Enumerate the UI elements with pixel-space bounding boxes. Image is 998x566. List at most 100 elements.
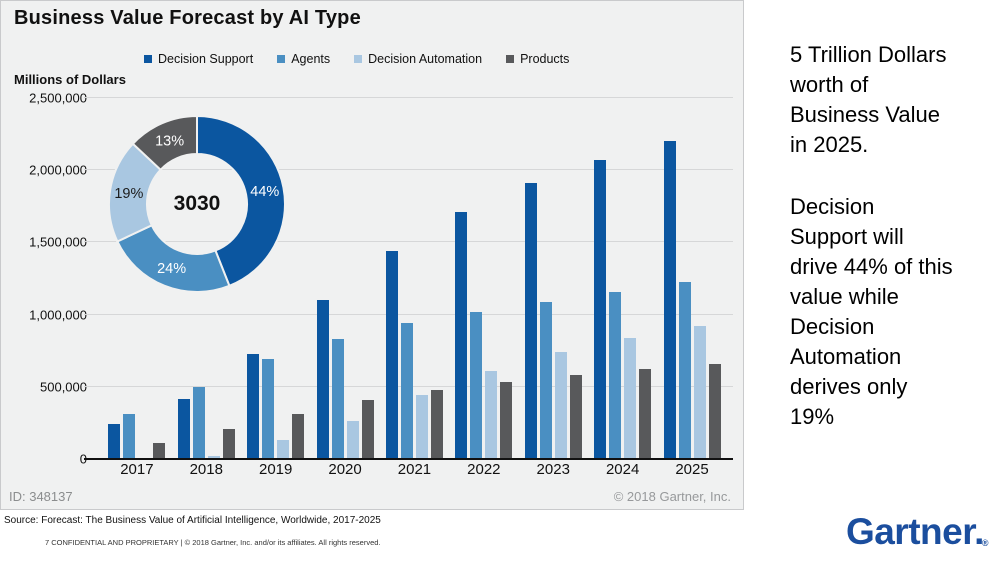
legend-label: Products (520, 52, 570, 66)
y-tick-label: 500,000 (40, 379, 87, 395)
source-line: Source: Forecast: The Business Value of … (4, 515, 381, 526)
bar-decision-support-2020 (316, 300, 329, 459)
bar-agents-2017 (123, 414, 136, 459)
gridline (84, 241, 733, 243)
bar-products-2020 (361, 400, 374, 459)
bar-products-2017 (153, 443, 166, 459)
bar-agents-2019 (262, 359, 275, 459)
bar-decision-support-2022 (455, 212, 468, 459)
donut-center-value: 3030 (173, 192, 221, 215)
bar-group-2021 (385, 98, 443, 459)
chart-title: Business Value Forecast by AI Type (14, 7, 361, 29)
y-tick-label: 0 (80, 452, 87, 467)
x-tick-label: 2021 (397, 461, 432, 478)
bar-group-2020 (316, 98, 374, 459)
y-tick-label: 2,500,000 (29, 90, 87, 106)
bar-decision-support-2024 (594, 160, 607, 459)
bar-decision-support-2018 (177, 399, 190, 459)
x-tick-label: 2023 (536, 461, 570, 478)
donut-slice-percent-label: 13% (155, 134, 184, 150)
registered-trademark-icon: ® (981, 538, 989, 548)
x-tick-label: 2018 (189, 461, 223, 478)
legend-item-decision-support: Decision Support (144, 52, 253, 66)
bar-agents-2021 (400, 323, 413, 459)
bar-products-2021 (430, 390, 443, 459)
donut-chart: 44% 24% 19% 13% (108, 114, 286, 293)
legend-swatch-icon (354, 55, 363, 63)
gridline (84, 169, 733, 171)
y-axis-tick-labels: 0 500,000 1,000,000 1,500,000 2,000,000 2,500… (1, 91, 87, 467)
y-tick-label: 1,000,000 (29, 307, 87, 323)
bar-decision-automation-2018 (207, 456, 220, 459)
bar-products-2025 (708, 364, 721, 459)
bar-agents-2022 (470, 312, 483, 459)
bar-agents-2023 (539, 302, 552, 459)
bar-agents-2020 (331, 339, 344, 459)
y-tick-label: 1,500,000 (29, 234, 87, 250)
bar-agents-2018 (192, 387, 205, 459)
key-takeaway-text: 5 Trillion Dollars worth of Business Val… (790, 40, 995, 432)
donut-slice-products (131, 114, 198, 172)
bar-decision-automation-2024 (624, 338, 637, 459)
x-axis-tick-labels: 2017 2018 2019 2020 2021 2022 2023 2024 2025 (96, 461, 733, 478)
x-tick-label: 2020 (328, 461, 362, 478)
x-tick-label: 2025 (675, 461, 709, 478)
bar-decision-support-2023 (524, 183, 537, 459)
bar-group-2022 (455, 98, 513, 459)
donut-chart-inset: 44% 24% 19% 13% 3030 (101, 108, 293, 300)
bar-decision-automation-2021 (415, 395, 428, 459)
bar-products-2018 (222, 429, 235, 459)
legend-item-products: Products (506, 52, 569, 66)
takeaway-paragraph-2: Decision Support will drive 44% of this … (790, 194, 953, 429)
x-tick-label: 2017 (120, 461, 154, 478)
donut-slice-decision-support (196, 114, 286, 288)
legend-swatch-icon (144, 55, 152, 63)
bar-group-2023 (524, 98, 582, 459)
legend-label: Agents (291, 52, 331, 66)
donut-slice-percent-label: 44% (250, 184, 279, 200)
bar-decision-automation-2022 (485, 371, 498, 459)
legend-item-decision-automation: Decision Automation (354, 52, 482, 66)
chart-legend: Decision Support Agents Decision Automatio… (144, 52, 569, 66)
y-axis-title: Millions of Dollars (14, 72, 126, 87)
y-tick-label: 2,000,000 (29, 162, 87, 178)
bar-group-2024 (594, 98, 652, 459)
bar-decision-automation-2019 (277, 440, 290, 459)
bar-decision-automation-2025 (693, 326, 706, 459)
bar-decision-automation-2023 (554, 352, 567, 459)
x-tick-label: 2019 (258, 461, 293, 478)
gartner-logo-text: Gartner. (845, 511, 984, 552)
gridline (84, 97, 733, 98)
chart-id-label: ID: 348137 (9, 489, 73, 504)
legend-swatch-icon (277, 55, 286, 63)
x-axis-line (84, 458, 733, 460)
bar-agents-2024 (609, 292, 622, 459)
legend-label: Decision Support (158, 52, 254, 66)
x-tick-label: 2024 (605, 461, 640, 478)
bar-products-2022 (500, 382, 513, 459)
bar-decision-support-2017 (108, 424, 121, 459)
gartner-logo: Gartner.® (846, 513, 990, 550)
bar-products-2023 (569, 375, 582, 459)
bar-decision-automation-2020 (346, 421, 359, 459)
bar-group-2018 (177, 98, 235, 459)
legend-swatch-icon (506, 55, 515, 63)
bar-decision-support-2019 (247, 354, 260, 459)
bar-products-2019 (292, 414, 305, 459)
bar-group-2019 (247, 98, 305, 459)
legal-footer: 7 CONFIDENTIAL AND PROPRIETARY | © 2018 … (45, 538, 381, 547)
legend-item-agents: Agents (277, 52, 330, 66)
gridline (84, 313, 733, 315)
donut-slice-percent-label: 24% (157, 261, 186, 277)
donut-slice-percent-label: 19% (114, 186, 143, 202)
bar-products-2024 (639, 369, 652, 459)
bar-agents-2025 (678, 282, 691, 459)
bar-decision-support-2025 (663, 141, 676, 459)
takeaway-paragraph-1: 5 Trillion Dollars worth of Business Val… (790, 42, 947, 157)
x-tick-label: 2022 (467, 461, 501, 478)
chart-panel: Business Value Forecast by AI Type Decis… (0, 0, 744, 510)
legend-label: Decision Automation (368, 52, 483, 66)
bar-decision-support-2021 (385, 251, 398, 459)
bar-group-2025 (663, 98, 721, 459)
bar-chart-plot-area (84, 97, 733, 460)
